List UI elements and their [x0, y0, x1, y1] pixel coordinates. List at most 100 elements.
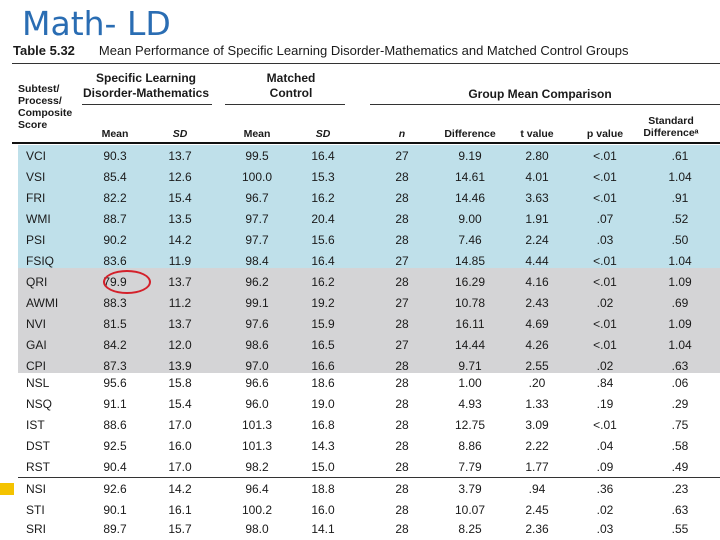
- cell-n: 28: [395, 275, 409, 289]
- cell-t-value: .20: [528, 376, 546, 390]
- cell-sd-1: 15.4: [168, 397, 192, 411]
- cell-p-value: <.01: [593, 317, 617, 331]
- cell-sd-1: 13.7: [168, 149, 192, 163]
- slide-title: Math- LD: [22, 4, 171, 43]
- cell-t-value: 1.77: [525, 460, 549, 474]
- cell-sd-2: 16.4: [311, 149, 335, 163]
- cell-mean-1: 91.1: [103, 397, 127, 411]
- qri-highlight-circle: [103, 270, 151, 294]
- cell-sd-2: 16.2: [311, 191, 335, 205]
- cell-standard-difference: .23: [671, 482, 689, 496]
- col-header-mean-1: Mean: [101, 128, 129, 140]
- table-number: Table 5.32: [13, 43, 75, 58]
- cell-mean-2: 99.5: [245, 149, 269, 163]
- cell-name: CPI: [26, 359, 47, 373]
- cell-p-value: .19: [596, 397, 614, 411]
- cell-t-value: 2.55: [525, 359, 549, 373]
- cell-mean-2: 98.4: [245, 254, 269, 268]
- cell-mean-1: 85.4: [103, 170, 127, 184]
- cell-sd-2: 16.5: [311, 338, 335, 352]
- cell-sd-2: 19.2: [311, 296, 335, 310]
- cell-t-value: 1.33: [525, 397, 549, 411]
- cell-p-value: .02: [596, 296, 614, 310]
- cell-name: VSI: [26, 170, 46, 184]
- cell-sd-2: 18.8: [311, 482, 335, 496]
- table-row: NSL 95.6 15.8 96.6 18.6 28 1.00 .20 .84 …: [0, 372, 720, 394]
- cell-n: 28: [395, 460, 409, 474]
- cell-mean-1: 88.3: [103, 296, 127, 310]
- cell-sd-2: 14.3: [311, 439, 335, 453]
- cell-sd-2: 16.2: [311, 275, 335, 289]
- cell-n: 28: [395, 191, 409, 205]
- cell-n: 28: [395, 482, 409, 496]
- cell-n: 28: [395, 212, 409, 226]
- cell-mean-1: 95.6: [103, 376, 127, 390]
- table-row: RST 90.4 17.0 98.2 15.0 28 7.79 1.77 .09…: [0, 456, 720, 478]
- cell-n: 28: [395, 397, 409, 411]
- cell-t-value: 4.01: [525, 170, 549, 184]
- cell-n: 28: [395, 376, 409, 390]
- cell-mean-1: 88.6: [103, 418, 127, 432]
- cell-mean-1: 92.6: [103, 482, 127, 496]
- cell-sd-1: 13.7: [168, 275, 192, 289]
- table-row: NVI 81.5 13.7 97.6 15.9 28 16.11 4.69 <.…: [0, 313, 720, 335]
- cell-difference: 12.75: [454, 418, 486, 432]
- cell-standard-difference: .29: [671, 397, 689, 411]
- cell-sd-1: 15.8: [168, 376, 192, 390]
- cell-name: QRI: [26, 275, 48, 289]
- cell-mean-1: 90.1: [103, 503, 127, 517]
- cell-t-value: 2.36: [525, 522, 549, 536]
- cell-mean-2: 96.6: [245, 376, 269, 390]
- cell-standard-difference: .75: [671, 418, 689, 432]
- table-row: AWMI 88.3 11.2 99.1 19.2 27 10.78 2.43 .…: [0, 292, 720, 314]
- control-underline: [225, 104, 345, 105]
- cell-name: SRI: [26, 522, 47, 536]
- cell-standard-difference: .63: [671, 359, 689, 373]
- group-header-control: Matched Control: [266, 71, 316, 100]
- cell-standard-difference: .06: [671, 376, 689, 390]
- cell-p-value: .84: [596, 376, 614, 390]
- col-header-t-value: t value: [520, 128, 554, 140]
- cell-sd-1: 12.6: [168, 170, 192, 184]
- cell-sd-2: 16.4: [311, 254, 335, 268]
- cell-sd-1: 16.1: [168, 503, 192, 517]
- cell-difference: 16.11: [455, 317, 485, 331]
- cell-mean-2: 97.6: [245, 317, 269, 331]
- cell-mean-2: 97.0: [245, 359, 269, 373]
- cell-sd-1: 15.4: [168, 191, 192, 205]
- cell-sd-2: 15.9: [311, 317, 335, 331]
- table-row: NSI 92.6 14.2 96.4 18.8 28 3.79 .94 .36 …: [0, 478, 720, 500]
- cell-t-value: 4.26: [525, 338, 549, 352]
- cell-t-value: 2.43: [525, 296, 549, 310]
- cell-n: 28: [395, 418, 409, 432]
- cell-name: IST: [26, 418, 45, 432]
- cell-name: STI: [26, 503, 45, 517]
- table-row: PSI 90.2 14.2 97.7 15.6 28 7.46 2.24 .03…: [0, 229, 720, 251]
- table-row: NSQ 91.1 15.4 96.0 19.0 28 4.93 1.33 .19…: [0, 393, 720, 415]
- band-blue: [18, 145, 720, 268]
- cell-sd-2: 19.0: [311, 397, 335, 411]
- cell-n: 27: [395, 254, 409, 268]
- cell-mean-1: 88.7: [103, 212, 127, 226]
- cell-t-value: 2.45: [525, 503, 549, 517]
- table-row: VSI 85.4 12.6 100.0 15.3 28 14.61 4.01 <…: [0, 166, 720, 188]
- table-row: IST 88.6 17.0 101.3 16.8 28 12.75 3.09 <…: [0, 414, 720, 436]
- cell-sd-1: 13.9: [168, 359, 192, 373]
- cell-sd-1: 12.0: [168, 338, 192, 352]
- cell-difference: 14.44: [454, 338, 486, 352]
- group-header-sld: Specific Learning Disorder-Mathematics: [82, 71, 210, 100]
- cell-mean-2: 96.7: [245, 191, 269, 205]
- decorative-bar: [0, 483, 14, 495]
- cell-p-value: <.01: [593, 170, 617, 184]
- cell-difference: 14.46: [454, 191, 486, 205]
- cell-mean-2: 98.0: [245, 522, 269, 536]
- cell-mean-2: 96.2: [245, 275, 269, 289]
- cell-p-value: .02: [596, 503, 614, 517]
- cell-difference: 10.07: [454, 503, 486, 517]
- cell-mean-2: 99.1: [245, 296, 269, 310]
- cell-difference: 10.78: [454, 296, 486, 310]
- table-row: GAI 84.2 12.0 98.6 16.5 27 14.44 4.26 <.…: [0, 334, 720, 356]
- cell-standard-difference: .52: [671, 212, 689, 226]
- cell-mean-2: 100.2: [241, 503, 273, 517]
- cell-difference: 1.00: [458, 376, 482, 390]
